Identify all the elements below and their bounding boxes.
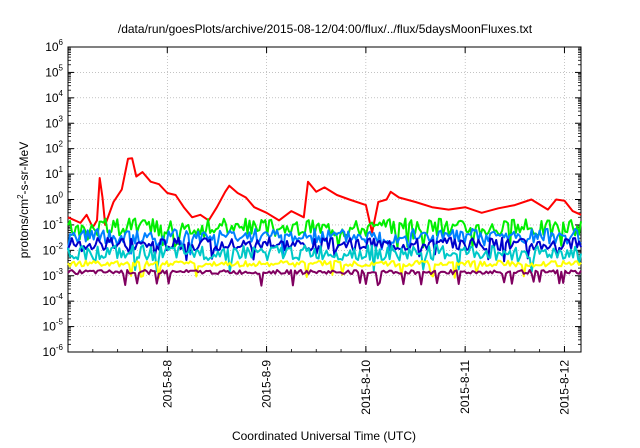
y-tick-base: 10 bbox=[43, 345, 57, 359]
y-tick-exp: 0 bbox=[59, 191, 64, 200]
y-tick-exp: -3 bbox=[56, 267, 64, 276]
y-tick-base: 10 bbox=[45, 167, 59, 181]
y-tick-exp: 1 bbox=[59, 165, 64, 174]
axis-ticks: 10610510410310210110010-110-210-310-410-… bbox=[43, 38, 581, 415]
y-tick-exp: 3 bbox=[59, 114, 64, 123]
y-tick-base: 10 bbox=[43, 294, 57, 308]
x-tick-label: 2015-8-11 bbox=[458, 360, 472, 414]
y-tick-base: 10 bbox=[45, 91, 59, 105]
y-tick-label: 104 bbox=[45, 89, 63, 105]
y-tick-base: 10 bbox=[45, 40, 59, 54]
y-tick-label: 10-3 bbox=[43, 267, 64, 283]
series-line-2 bbox=[67, 217, 582, 249]
y-axis-title: protons/cm2-s-sr-MeV bbox=[16, 142, 31, 258]
y-tick-exp: -2 bbox=[56, 241, 64, 250]
grid bbox=[68, 47, 581, 352]
y-axis-title-rest: -s-sr-MeV bbox=[17, 142, 31, 195]
y-tick-label: 100 bbox=[45, 191, 63, 207]
series-line-5 bbox=[67, 244, 582, 273]
x-tick-label: 2015-8-9 bbox=[260, 360, 274, 408]
y-tick-base: 10 bbox=[45, 142, 59, 156]
y-tick-base: 10 bbox=[45, 116, 59, 130]
x-tick-label: 2015-8-12 bbox=[557, 360, 571, 415]
y-tick-exp: 6 bbox=[59, 38, 64, 47]
series-line-6 bbox=[67, 259, 582, 279]
x-tick-label: 2015-8-8 bbox=[160, 360, 174, 408]
svg-text:protons/cm2-s-sr-MeV: protons/cm2-s-sr-MeV bbox=[16, 142, 31, 258]
y-tick-label: 10-6 bbox=[43, 343, 64, 359]
y-axis-title-sup: 2 bbox=[16, 194, 25, 199]
y-tick-label: 106 bbox=[45, 38, 63, 54]
plot-frame bbox=[67, 46, 582, 353]
y-tick-label: 105 bbox=[45, 63, 63, 79]
y-tick-base: 10 bbox=[43, 218, 57, 232]
y-tick-label: 10-2 bbox=[43, 241, 64, 257]
y-tick-label: 10-4 bbox=[43, 292, 64, 308]
y-tick-exp: -1 bbox=[56, 216, 64, 225]
y-tick-base: 10 bbox=[43, 243, 57, 257]
x-tick-label: 2015-8-10 bbox=[359, 360, 373, 415]
y-tick-base: 10 bbox=[43, 269, 57, 283]
y-tick-label: 103 bbox=[45, 114, 63, 130]
chart-title: /data/run/goesPlots/archive/2015-08-12/0… bbox=[118, 22, 533, 36]
y-tick-base: 10 bbox=[45, 65, 59, 79]
y-tick-label: 102 bbox=[45, 140, 63, 156]
data-series bbox=[67, 157, 582, 287]
series-line-4 bbox=[67, 236, 582, 263]
y-tick-base: 10 bbox=[43, 320, 57, 334]
series-line-1 bbox=[67, 157, 582, 234]
y-tick-label: 10-5 bbox=[43, 318, 64, 334]
y-axis-title-base: protons/cm bbox=[17, 199, 31, 258]
y-tick-exp: -5 bbox=[56, 318, 64, 327]
y-tick-label: 101 bbox=[45, 165, 63, 181]
y-tick-exp: 5 bbox=[59, 63, 64, 72]
x-axis-title: Coordinated Universal Time (UTC) bbox=[232, 429, 416, 443]
y-tick-base: 10 bbox=[45, 193, 59, 207]
y-tick-exp: -4 bbox=[56, 292, 64, 301]
y-tick-exp: 2 bbox=[59, 140, 64, 149]
y-tick-exp: -6 bbox=[56, 343, 64, 352]
y-tick-label: 10-1 bbox=[43, 216, 64, 232]
y-tick-exp: 4 bbox=[59, 89, 64, 98]
series-line-7 bbox=[67, 269, 582, 287]
